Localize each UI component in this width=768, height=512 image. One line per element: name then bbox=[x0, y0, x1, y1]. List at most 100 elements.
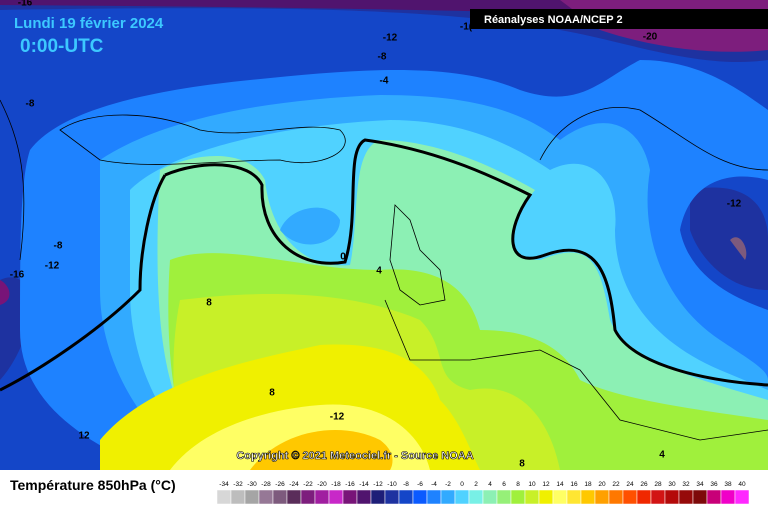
legend-swatch bbox=[552, 489, 568, 505]
legend-swatch bbox=[720, 489, 736, 505]
temperature-field bbox=[0, 0, 768, 470]
source-box bbox=[470, 9, 768, 29]
legend-swatch bbox=[678, 489, 694, 505]
legend-swatch bbox=[566, 489, 582, 505]
contour-label: -4 bbox=[380, 76, 389, 87]
legend-value: 36 bbox=[710, 481, 718, 488]
legend-value: 4 bbox=[488, 481, 492, 488]
legend-swatch bbox=[216, 489, 232, 505]
legend-value: 38 bbox=[724, 481, 732, 488]
contour-label: -8 bbox=[54, 241, 63, 252]
legend-value: 30 bbox=[668, 481, 676, 488]
legend-swatch bbox=[650, 489, 666, 505]
legend-swatch bbox=[608, 489, 624, 505]
contour-label: 0 bbox=[340, 252, 346, 263]
contour-label: 4 bbox=[376, 266, 382, 277]
contour-label: -1( bbox=[460, 22, 473, 33]
legend-value: -28 bbox=[261, 481, 271, 488]
zero-isotherm bbox=[164, 138, 768, 387]
legend-swatch bbox=[482, 489, 498, 505]
legend-value: -14 bbox=[359, 481, 369, 488]
legend-swatch bbox=[510, 489, 526, 505]
legend-value: -20 bbox=[317, 481, 327, 488]
legend-value: -30 bbox=[247, 481, 257, 488]
contour-label: 8 bbox=[206, 298, 212, 309]
legend-swatch bbox=[342, 489, 358, 505]
legend-swatch bbox=[244, 489, 260, 505]
legend-swatch bbox=[412, 489, 428, 505]
legend-swatch bbox=[734, 489, 750, 505]
legend-swatch bbox=[468, 489, 484, 505]
legend-value: 28 bbox=[654, 481, 662, 488]
legend-value: 20 bbox=[598, 481, 606, 488]
legend-value: -32 bbox=[233, 481, 243, 488]
legend-value: -34 bbox=[219, 481, 229, 488]
legend-swatch bbox=[328, 489, 344, 505]
contour-label: -8 bbox=[378, 52, 387, 63]
legend-swatch bbox=[272, 489, 288, 505]
legend-swatch bbox=[692, 489, 708, 505]
legend-title: Température 850hPa (°C) bbox=[10, 477, 176, 493]
contour-label: -12 bbox=[330, 412, 345, 423]
legend-swatch bbox=[664, 489, 680, 505]
legend-value: -18 bbox=[331, 481, 341, 488]
legend-value: -2 bbox=[445, 481, 451, 488]
contour-label: -12 bbox=[45, 261, 60, 272]
legend-swatch bbox=[398, 489, 414, 505]
legend-swatch bbox=[636, 489, 652, 505]
legend-value: -22 bbox=[303, 481, 313, 488]
contour-label: 8 bbox=[519, 459, 525, 470]
legend-value: -16 bbox=[345, 481, 355, 488]
contour-label: -8 bbox=[26, 99, 35, 110]
time: 0:00-UTC bbox=[20, 36, 104, 57]
legend-value: 22 bbox=[612, 481, 620, 488]
contour-label: -12 bbox=[383, 33, 398, 44]
coastlines bbox=[0, 99, 768, 441]
contour-label: 4 bbox=[659, 450, 665, 461]
legend-swatch bbox=[524, 489, 540, 505]
legend-swatch bbox=[454, 489, 470, 505]
legend-swatch bbox=[230, 489, 246, 505]
legend-swatch bbox=[286, 489, 302, 505]
legend-value: 24 bbox=[626, 481, 634, 488]
legend-value: -4 bbox=[431, 481, 437, 488]
legend-swatch bbox=[300, 489, 316, 505]
contour-label: -12 bbox=[727, 199, 742, 210]
legend-swatch bbox=[258, 489, 274, 505]
legend-swatch bbox=[426, 489, 442, 505]
date: Lundi 19 février 2024 bbox=[14, 15, 164, 32]
legend-swatch bbox=[384, 489, 400, 505]
legend-value: 2 bbox=[474, 481, 478, 488]
legend-swatch bbox=[314, 489, 330, 505]
legend-value: 10 bbox=[528, 481, 536, 488]
legend-swatch bbox=[440, 489, 456, 505]
legend-value: 26 bbox=[640, 481, 648, 488]
copyright: Copyright © 2021 Meteociel.fr - Source N… bbox=[236, 450, 473, 462]
source: Réanalyses NOAA/NCEP 2 bbox=[484, 14, 623, 26]
contour-label: 8 bbox=[269, 388, 275, 399]
legend-value: 0 bbox=[460, 481, 464, 488]
legend-value: 40 bbox=[738, 481, 746, 488]
legend-swatch bbox=[538, 489, 554, 505]
legend-swatch bbox=[622, 489, 638, 505]
legend-value: 32 bbox=[682, 481, 690, 488]
legend-value: 8 bbox=[516, 481, 520, 488]
legend-value: 12 bbox=[542, 481, 550, 488]
contour-label: 12 bbox=[78, 431, 90, 442]
legend-swatch bbox=[594, 489, 610, 505]
legend-value: 18 bbox=[584, 481, 592, 488]
legend-swatch bbox=[356, 489, 372, 505]
legend-value: -12 bbox=[373, 481, 383, 488]
legend-swatch bbox=[706, 489, 722, 505]
zero-isotherm bbox=[0, 174, 167, 392]
legend-swatch bbox=[496, 489, 512, 505]
legend-value: -6 bbox=[417, 481, 423, 488]
legend-swatch bbox=[370, 489, 386, 505]
legend-value: 34 bbox=[696, 481, 704, 488]
contour-label: -16 bbox=[18, 0, 33, 9]
legend-swatch bbox=[580, 489, 596, 505]
legend-value: -26 bbox=[275, 481, 285, 488]
legend-value: 6 bbox=[502, 481, 506, 488]
legend-value: -24 bbox=[289, 481, 299, 488]
